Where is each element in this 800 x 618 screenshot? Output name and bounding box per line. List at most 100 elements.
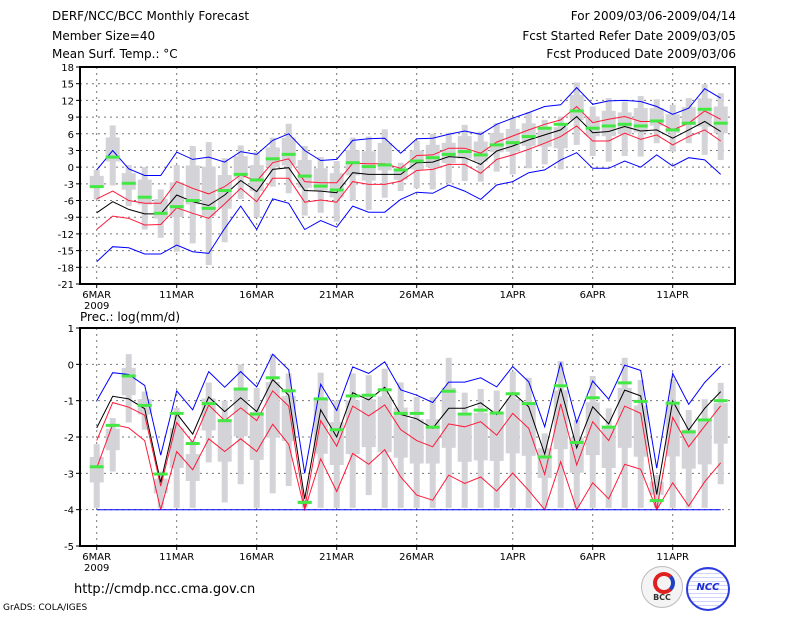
ensemble-quartile-box — [585, 116, 600, 137]
observed-marker — [601, 124, 616, 128]
observed-marker — [393, 411, 408, 415]
x-year-label: 2009 — [84, 563, 109, 574]
observed-marker — [633, 399, 648, 403]
ensemble-quartile-box — [617, 387, 632, 448]
y-tick-label: 3 — [68, 146, 74, 157]
ensemble-quartile-box — [297, 159, 312, 188]
observed-marker — [553, 122, 568, 126]
observed-marker — [505, 141, 520, 145]
y-tick-label: 1 — [68, 324, 74, 335]
ensemble-quartile-box — [233, 156, 248, 178]
x-tick-label: 26MAR — [399, 552, 434, 563]
ensemble-quartile-box — [713, 403, 728, 444]
source-url[interactable]: http://cmdp.ncc.cma.gov.cn — [74, 582, 256, 597]
x-tick-label: 16MAR — [239, 552, 274, 563]
ensemble-quartile-box — [489, 413, 504, 461]
ensemble-quartile-box — [217, 421, 232, 462]
y-tick-label: -5 — [64, 542, 74, 553]
temperature-panel-title: Mean Surf. Temp.: °C — [52, 47, 178, 61]
y-tick-label: -4 — [64, 506, 74, 517]
observed-marker — [521, 402, 536, 406]
plot-frame — [79, 66, 736, 285]
ensemble-quartile-box — [473, 141, 488, 162]
ensemble-quartile-box — [553, 127, 568, 149]
bcc-logo-text: BCC — [653, 593, 671, 602]
y-tick-label: 9 — [68, 113, 74, 124]
ensemble-quartile-box — [361, 399, 376, 448]
ensemble-quartile-box — [665, 404, 680, 457]
ensemble-quartile-box — [201, 398, 216, 431]
observed-marker — [249, 178, 264, 182]
observed-marker — [217, 419, 232, 423]
observed-marker — [537, 126, 552, 130]
ensemble-quartile-box — [137, 179, 152, 205]
ensemble-quartile-box — [265, 381, 280, 438]
observed-marker — [697, 418, 712, 422]
observed-marker — [409, 159, 424, 163]
ensemble-quartile-box — [457, 415, 472, 462]
ensemble-quartile-box — [89, 175, 104, 188]
ensemble-quartile-box — [553, 390, 568, 450]
observed-marker — [329, 428, 344, 432]
y-tick-label: 0 — [68, 360, 74, 371]
ensemble-quartile-box — [681, 429, 696, 469]
ensemble-quartile-box — [697, 98, 712, 127]
ensemble-quartile-box — [105, 428, 120, 451]
ensemble-quartile-box — [121, 173, 136, 190]
observed-marker — [585, 396, 600, 400]
observed-marker — [105, 423, 120, 427]
forecast-start-date: Fcst Started Refer Date 2009/03/05 — [522, 29, 736, 43]
observed-marker — [345, 161, 360, 165]
x-tick-label: 11MAR — [159, 552, 194, 563]
series-line-mean — [96, 378, 722, 499]
observed-marker — [713, 121, 728, 125]
plot-frame — [79, 327, 736, 547]
ensemble-quartile-box — [329, 422, 344, 465]
observed-marker — [569, 109, 584, 113]
observed-marker — [89, 185, 104, 189]
observed-marker — [89, 465, 104, 469]
observed-marker — [377, 163, 392, 167]
observed-marker — [457, 150, 472, 154]
ensemble-quartile-box — [185, 454, 200, 481]
ensemble-quartile-box — [569, 437, 584, 473]
ensemble-quartile-box — [505, 398, 520, 454]
observed-marker — [137, 403, 152, 407]
x-tick-label: 11APR — [656, 552, 689, 563]
series-line-upper — [96, 390, 722, 510]
ensemble-quartile-box — [441, 387, 456, 448]
observed-marker — [121, 181, 136, 185]
observed-marker — [697, 107, 712, 111]
ensemble-quartile-box — [537, 128, 552, 147]
observed-marker — [121, 374, 136, 378]
observed-marker — [505, 392, 520, 396]
observed-marker — [361, 393, 376, 397]
series-line-lower — [96, 125, 721, 230]
y-tick-label: 6 — [68, 130, 74, 141]
observed-marker — [537, 455, 552, 459]
observed-marker — [473, 408, 488, 412]
y-tick-label: 15 — [61, 80, 74, 91]
x-tick-label: 11APR — [656, 290, 689, 301]
x-tick-label: 6APR — [580, 552, 606, 563]
y-tick-label: 12 — [61, 96, 74, 107]
y-tick-label: -3 — [64, 469, 74, 480]
x-tick-label: 6APR — [580, 290, 606, 301]
observed-marker — [217, 189, 232, 193]
observed-marker — [329, 188, 344, 192]
observed-marker — [201, 402, 216, 406]
observed-marker — [681, 121, 696, 125]
x-tick-label: 1APR — [500, 552, 526, 563]
observed-marker — [617, 381, 632, 385]
observed-marker — [201, 206, 216, 210]
observed-marker — [585, 126, 600, 130]
observed-marker — [265, 157, 280, 161]
observed-marker — [649, 119, 664, 123]
observed-marker — [265, 376, 280, 380]
x-tick-label: 21MAR — [319, 290, 354, 301]
observed-marker — [281, 152, 296, 156]
series-line-upper — [96, 105, 721, 204]
observed-marker — [553, 384, 568, 388]
observed-marker — [441, 152, 456, 156]
ensemble-quartile-box — [409, 419, 424, 464]
